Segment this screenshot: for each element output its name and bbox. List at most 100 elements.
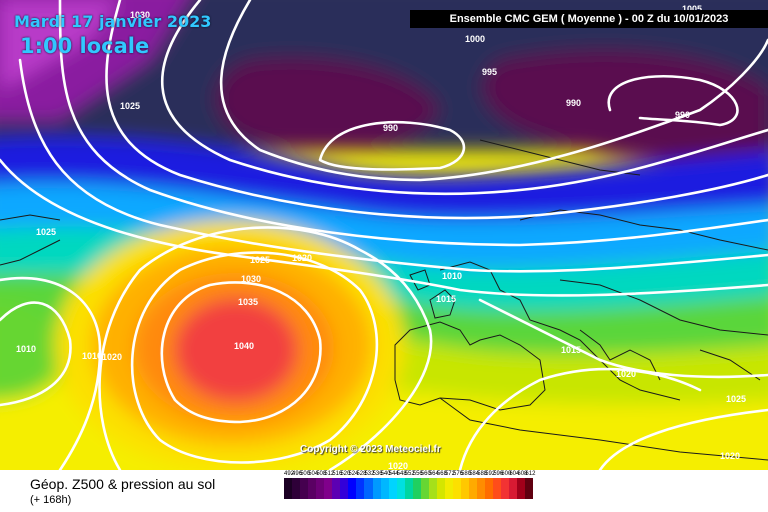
- legend-swatch: [324, 478, 333, 499]
- copyright-text: Copyright © 2023 Meteociel.fr: [300, 444, 441, 455]
- legend-label: 608: [517, 471, 528, 477]
- legend-label: 560: [420, 471, 431, 477]
- legend-swatch: [356, 478, 365, 499]
- isobar-label: 1040: [234, 341, 254, 351]
- legend-label: 492: [284, 471, 295, 477]
- legend-swatch: [444, 478, 453, 499]
- isobar-label: 1030: [241, 274, 261, 284]
- legend-label: 500: [300, 471, 311, 477]
- legend-swatch: [452, 478, 462, 499]
- coastlines: [0, 139, 768, 461]
- isobar-label: 1020: [102, 352, 122, 362]
- legend-label: 556: [412, 471, 423, 477]
- legend-swatch: [380, 478, 389, 499]
- legend-swatch: [517, 478, 526, 499]
- isobar-label: 990: [383, 123, 398, 133]
- isobar-label: 1025: [120, 101, 140, 111]
- legend-swatch: [316, 478, 325, 499]
- weather-map: 1000 995 990 990 990 1005 1030 1025 1025…: [0, 0, 768, 470]
- legend-swatch: [436, 478, 445, 499]
- legend-label: 536: [372, 471, 383, 477]
- legend-label: 496: [292, 471, 303, 477]
- isobar-label: 1020: [388, 461, 408, 470]
- model-header: Ensemble CMC GEM ( Moyenne ) - 00 Z du 1…: [410, 10, 768, 28]
- isobar-label: 1030: [130, 10, 150, 20]
- legend-swatch: [469, 478, 478, 499]
- isobar-label: 1010: [82, 351, 102, 361]
- legend-label: 584: [469, 471, 480, 477]
- legend-swatch: [493, 478, 502, 499]
- legend-swatch: [428, 478, 437, 499]
- legend-label: 512: [324, 471, 335, 477]
- legend-label: 524: [348, 471, 359, 477]
- legend-label: 612: [525, 471, 536, 477]
- isobar-labels: 1000 995 990 990 990 1005 1030 1025 1025…: [16, 4, 746, 470]
- legend-swatch: [388, 478, 397, 499]
- isobar-label: 1010: [16, 344, 36, 354]
- legend-swatch: [284, 478, 293, 499]
- color-legend: [284, 478, 534, 499]
- legend-swatch: [412, 478, 421, 499]
- legend-swatch: [525, 478, 534, 499]
- legend-label: 532: [364, 471, 375, 477]
- legend-label: 580: [461, 471, 472, 477]
- isobar-label: 1020: [292, 253, 312, 263]
- isobar-label: 1015: [436, 294, 456, 304]
- legend-label: 588: [477, 471, 488, 477]
- legend-label: 568: [436, 471, 447, 477]
- legend-label: 596: [493, 471, 504, 477]
- legend-swatch: [308, 478, 317, 499]
- legend-label: 548: [396, 471, 407, 477]
- legend-swatch: [509, 478, 518, 499]
- legend-label: 564: [428, 471, 439, 477]
- legend-label: 528: [356, 471, 367, 477]
- legend-swatch: [364, 478, 373, 499]
- isobars: [0, 0, 768, 470]
- isobar-label: 1005: [682, 4, 702, 14]
- footer-subtitle: (+ 168h): [30, 494, 72, 506]
- legend-label: 600: [501, 471, 512, 477]
- legend-swatch: [404, 478, 413, 499]
- legend-label: 516: [332, 471, 343, 477]
- isobar-label: 1025: [250, 255, 270, 265]
- legend-swatch: [461, 478, 470, 499]
- isobar-label: 990: [566, 98, 581, 108]
- legend-label: 508: [316, 471, 327, 477]
- legend-label: 504: [308, 471, 319, 477]
- isobar-label: 1015: [561, 345, 581, 355]
- legend-swatch: [332, 478, 341, 499]
- legend-label: 540: [380, 471, 391, 477]
- legend-label: 604: [509, 471, 520, 477]
- legend-label: 520: [340, 471, 351, 477]
- legend-label: 592: [485, 471, 496, 477]
- isobar-label: 1020: [720, 451, 740, 461]
- isobar-label: 1035: [238, 297, 258, 307]
- legend-swatch: [372, 478, 381, 499]
- isobar-label: 1010: [442, 271, 462, 281]
- legend-swatch: [340, 478, 349, 499]
- legend-swatch: [292, 478, 301, 499]
- legend-swatch: [477, 478, 486, 499]
- footer-bar: Géop. Z500 & pression au sol (+ 168h) 49…: [0, 470, 768, 512]
- forecast-date: Mardi 17 janvier 2023: [14, 12, 212, 31]
- legend-swatch: [396, 478, 405, 499]
- legend-swatch: [300, 478, 309, 499]
- legend-label: 576: [452, 471, 463, 477]
- isobar-label: 1025: [36, 227, 56, 237]
- isobar-label: 990: [675, 110, 690, 120]
- legend-swatch: [420, 478, 429, 499]
- isobar-label: 1000: [465, 34, 485, 44]
- legend-labels: 4924965005045085125165205245285325365405…: [284, 471, 536, 477]
- footer-title: Géop. Z500 & pression au sol: [30, 476, 216, 492]
- legend-label: 544: [388, 471, 399, 477]
- forecast-time: 1:00 locale: [20, 34, 150, 58]
- legend-swatch: [485, 478, 494, 499]
- legend-swatch: [501, 478, 510, 499]
- isobar-label: 1025: [726, 394, 746, 404]
- legend-label: 552: [404, 471, 415, 477]
- legend-label: 572: [444, 471, 455, 477]
- isobar-label: 995: [482, 67, 497, 77]
- isobar-label: 1020: [616, 369, 636, 379]
- legend-swatch: [348, 478, 357, 499]
